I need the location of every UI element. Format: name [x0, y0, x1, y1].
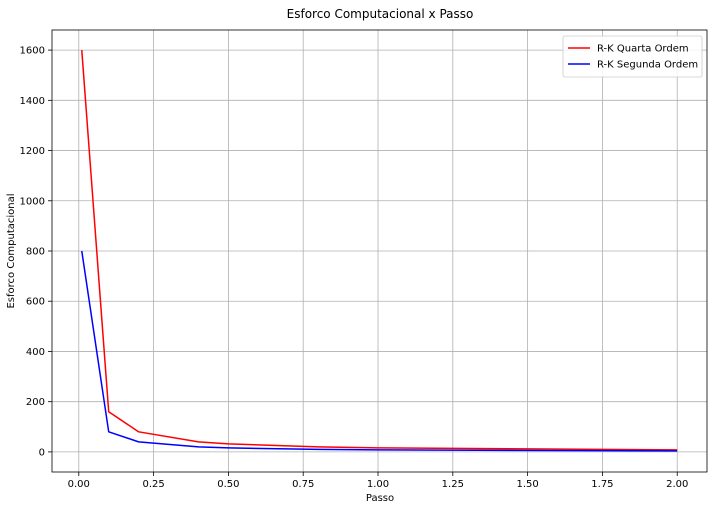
x-tick-label: 1.00	[367, 479, 389, 490]
x-tick-label: 0.00	[68, 479, 90, 490]
y-tick-label: 200	[26, 397, 45, 408]
y-tick-label: 1200	[20, 146, 45, 157]
y-axis-label: Esforco Computacional	[6, 193, 17, 308]
y-tick-label: 400	[26, 347, 45, 358]
x-tick-label: 1.25	[442, 479, 464, 490]
x-tick-label: 0.25	[142, 479, 164, 490]
y-tick-label: 1000	[20, 196, 45, 207]
legend-label: R-K Quarta Ordem	[597, 44, 689, 55]
series-line-2	[81, 250, 678, 452]
x-tick-label: 0.75	[292, 479, 314, 490]
legend: R-K Quarta Ordem R-K Segunda Ordem	[562, 35, 703, 78]
y-axis-ticks: 0 200 400 600 800 1000 1200 1400 1600	[20, 46, 52, 458]
x-axis-label: Passo	[366, 493, 394, 504]
chart-title: Esforco Computacional x Passo	[287, 7, 474, 21]
legend-label: R-K Segunda Ordem	[597, 60, 698, 71]
y-tick-label: 1400	[20, 96, 45, 107]
x-tick-label: 1.75	[591, 479, 613, 490]
y-tick-label: 1600	[20, 46, 45, 57]
y-tick-label: 600	[26, 297, 45, 308]
y-tick-label: 800	[26, 247, 45, 258]
x-tick-label: 0.50	[217, 479, 239, 490]
grid	[52, 30, 707, 472]
series-line-1	[81, 50, 678, 451]
series-lines	[81, 50, 678, 452]
legend-box	[562, 35, 703, 78]
x-tick-label: 1.50	[516, 479, 538, 490]
x-tick-label: 2.00	[666, 479, 688, 490]
y-tick-label: 0	[39, 447, 45, 458]
x-axis-ticks: 0.00 0.25 0.50 0.75 1.00 1.25 1.50 1.75 2.00	[68, 472, 688, 490]
